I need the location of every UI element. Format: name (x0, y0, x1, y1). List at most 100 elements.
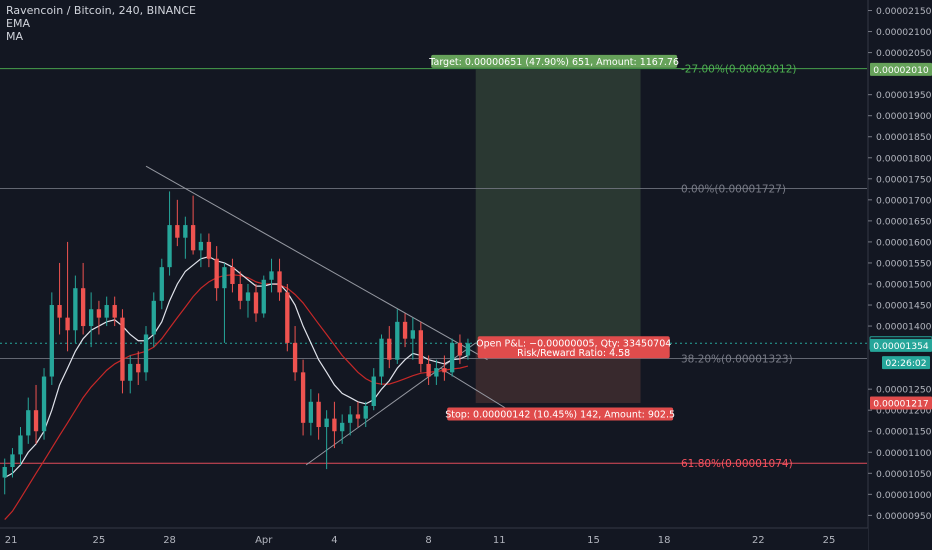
candle-body (402, 321, 408, 339)
candle-body (2, 466, 7, 478)
candle-body (332, 418, 337, 432)
candle-body (379, 338, 384, 377)
symbol-title[interactable]: Ravencoin / Bitcoin, 240, BINANCE (6, 4, 197, 17)
y-tick-label: 0.00001750 (876, 174, 932, 185)
candle-body (65, 317, 70, 331)
price-badge-2: 0.00001354 (870, 338, 932, 352)
time-axis: 21 25 28 Apr 4 8 11 15 18 22 25 (0, 527, 868, 550)
price-badge-3: 02:26:02 (882, 356, 930, 370)
price-badge-text: 0.00002010 (873, 65, 929, 76)
x-tick-label: 4 (331, 535, 337, 546)
candle (96, 300, 102, 335)
candle-body (49, 305, 54, 377)
y-tick-label: 0.00002050 (876, 48, 932, 59)
y-tick-label: 0.00001500 (876, 279, 932, 290)
candle-body (73, 288, 78, 331)
candle-body (324, 418, 329, 428)
candle (324, 410, 329, 470)
candle (206, 233, 212, 268)
candle-body (348, 414, 353, 423)
candle (348, 405, 353, 436)
candle-body (292, 342, 298, 373)
price-badge-bg (870, 62, 932, 76)
price-badge-0: 0.00002010 (870, 62, 932, 76)
candle (285, 283, 290, 352)
candle (230, 258, 235, 293)
price-badge-text: 02:26:02 (885, 358, 926, 369)
candle (57, 262, 62, 335)
candle (41, 368, 47, 440)
candle-body (222, 267, 227, 289)
candle-body (26, 410, 31, 436)
x-tick-label: Apr (255, 535, 273, 546)
x-tick-label: 15 (587, 535, 600, 546)
y-tick-label: 0.00001550 (876, 258, 932, 269)
candle-body (457, 342, 463, 356)
candle-body (57, 305, 62, 318)
candle (183, 216, 188, 259)
target-label: Target: 0.00000651 (47.90%) 651, Amount:… (428, 54, 679, 68)
stop-label: Stop: 0.00000142 (10.45%) 142, Amount: 9… (445, 407, 675, 421)
candle-body (426, 363, 431, 377)
candle (136, 351, 141, 385)
candle (10, 448, 15, 478)
candle-body (434, 368, 439, 377)
y-tick-label: 0.00002150 (876, 6, 932, 17)
candle-body (465, 343, 471, 356)
x-tick-label: 25 (93, 535, 106, 546)
candle-body (80, 288, 86, 327)
price-badge-text: 0.00001217 (873, 399, 929, 410)
candle (2, 458, 7, 495)
candle (340, 414, 345, 444)
candle-body (277, 271, 282, 293)
candle (143, 326, 149, 381)
candle (410, 317, 415, 360)
candle (379, 334, 384, 385)
indicator-ema-label[interactable]: EMA (6, 17, 30, 30)
candle-body (245, 292, 251, 301)
y-tick-label: 0.00001000 (876, 490, 932, 501)
y-tick-label: 0.00001800 (876, 153, 932, 164)
fib-label-1: 0.00%(0.00001727) (681, 183, 786, 195)
y-tick-label: 0.00000950 (876, 511, 932, 522)
candle-body (190, 225, 196, 251)
pnl-box-bg (477, 336, 670, 359)
fib-label-3: 61.80%(0.00001074) (681, 458, 793, 470)
price-badge-bg (882, 356, 930, 370)
candle-body (128, 363, 133, 381)
candle-body (395, 321, 400, 360)
candle-body (159, 267, 164, 301)
chart-legend: Ravencoin / Bitcoin, 240, BINANCE EMA MA (6, 4, 196, 43)
candle (465, 338, 471, 360)
candle-body (96, 309, 102, 318)
y-tick-label: 0.00001400 (876, 322, 932, 333)
candle (65, 241, 70, 352)
y-tick-label: 0.00001700 (876, 195, 932, 206)
y-tick-label: 0.00001900 (876, 111, 932, 122)
candle (120, 309, 125, 394)
fib-label-0: -27.00%(0.00002012) (681, 64, 796, 76)
time-axis-bg (0, 528, 868, 550)
candle (175, 199, 180, 247)
candle (395, 309, 400, 364)
candle (300, 359, 306, 436)
x-tick-label: 28 (163, 535, 176, 546)
x-tick-label: 18 (658, 535, 671, 546)
y-tick-label: 0.00001200 (876, 406, 932, 417)
target-label-bg (431, 54, 678, 68)
candle (33, 384, 39, 444)
candle (80, 262, 86, 335)
price-badge-text: 0.00001354 (873, 341, 929, 352)
y-tick-label: 0.00001950 (876, 90, 932, 101)
candle (49, 292, 54, 385)
x-tick-label: 11 (493, 535, 506, 546)
candle-body (285, 292, 290, 343)
candle-body (214, 258, 219, 289)
candle (261, 275, 266, 318)
candle-body (450, 342, 455, 373)
candle-body (183, 225, 188, 238)
stop-label-text: Stop: 0.00000142 (10.45%) 142, Amount: 9… (445, 410, 675, 421)
x-tick-label: 8 (425, 535, 431, 546)
indicator-ma-label[interactable]: MA (6, 30, 24, 43)
